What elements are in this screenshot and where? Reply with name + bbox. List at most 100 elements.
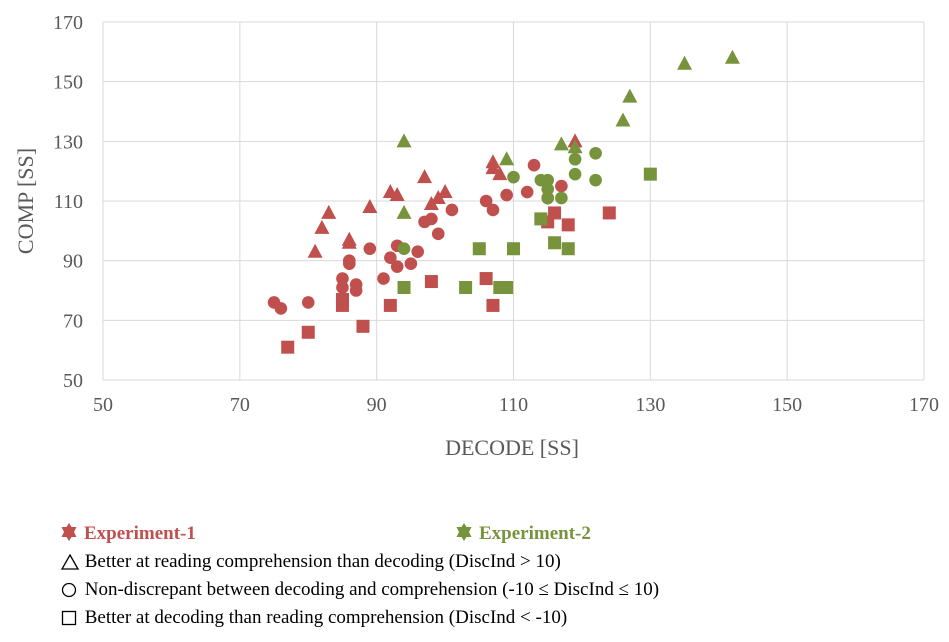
data-point-triangle [321,204,337,219]
data-point-square [602,206,616,220]
x-tick-label: 70 [230,394,250,416]
data-point-square [383,298,397,312]
data-point-triangle [485,160,501,175]
data-point-triangle [677,55,693,70]
data-point-circle [541,173,555,187]
x-tick-labels: 50 70 90 110 130 150 170 [93,394,939,416]
data-point-triangle [622,88,638,103]
data-point-square [479,272,493,286]
data-point-circle [336,281,349,294]
y-tick-label: 90 [63,251,83,273]
legend-experiments-row: Experiment-1 Experiment-2 [60,520,940,548]
scatter-chart: 50 70 90 110 130 150 170 50 70 90 110 130 150 170 DE… [13,12,939,460]
y-tick-label: 50 [63,370,83,392]
data-point-circle [343,257,356,270]
data-point-square [507,242,520,256]
legend-circle-row: Non-discrepant between decoding and comp… [60,576,940,604]
y-tick-label: 70 [63,310,83,332]
data-point-square [397,281,411,295]
data-point-circle [384,251,397,264]
data-point-circle [411,245,425,259]
data-point-square [335,292,349,306]
data-point-triangle [396,204,412,219]
grid-lines [102,21,925,381]
data-point-square [424,275,438,289]
data-point-triangle [396,133,412,148]
data-point-triangle [615,112,631,127]
legend-triangle-text: Better at reading comprehension than dec… [84,551,561,572]
data-point-circle [589,146,602,160]
data-point-circle [336,272,349,285]
y-tick-label: 150 [53,72,83,94]
legend-experiment-2: Experiment-2 [455,520,591,548]
data-point-circle [520,185,534,199]
data-point-square [534,212,548,226]
data-point-circle [390,260,404,273]
legend-circle-text: Non-discrepant between decoding and comp… [84,579,660,600]
y-axis-title: COMP [SS] [13,148,38,254]
x-tick-label: 50 [93,394,113,416]
y-tick-labels: 50 70 90 110 130 150 170 [53,12,83,392]
data-point-triangle [499,151,515,166]
data-point-circle [568,167,582,181]
x-tick-label: 90 [367,394,387,416]
data-point-circle [568,152,582,166]
data-point-circle [404,257,418,270]
data-point-circle [589,173,602,187]
data-point-square [548,206,562,220]
data-point-triangle [567,139,583,154]
data-point-square [643,167,657,181]
legend-experiment-2-label: Experiment-2 [479,523,591,544]
data-point-circle [397,242,411,256]
data-point-square [356,319,370,333]
x-tick-label: 150 [772,394,802,416]
data-point-triangle [314,219,330,234]
data-point-circle [479,194,493,208]
legend-square-row: Better at decoding than reading comprehe… [60,604,940,632]
data-point-triangle [437,184,453,199]
data-point-circle [445,203,459,217]
triangle-outline-icon [60,554,80,570]
data-point-square [472,242,486,256]
data-point-circle [555,179,568,193]
data-point-square [301,325,315,339]
data-point-circle [507,170,520,184]
circle-outline-icon [61,582,77,598]
legend-experiment-1-label: Experiment-1 [84,523,196,544]
data-point-triangle [553,136,569,151]
data-point-circle [527,158,541,172]
legend-experiment-1: Experiment-1 [60,520,196,548]
data-point-triangle [341,231,357,246]
data-point-square [561,242,575,256]
x-axis-title: DECODE [SS] [445,435,579,460]
data-point-circle [541,191,555,205]
data-point-square [281,340,295,354]
data-point-square [548,236,562,250]
star-icon [456,523,472,541]
x-tick-label: 130 [635,394,665,416]
data-point-circle [486,203,500,217]
data-point-square [486,298,500,312]
x-tick-label: 170 [909,394,939,416]
data-point-triangle [724,49,740,64]
data-point-triangle [417,169,433,184]
data-point-circle [301,296,315,309]
data-point-circle [500,188,513,202]
data-point-circle [425,212,438,226]
legend-square-text: Better at decoding than reading comprehe… [84,607,568,628]
data-point-square [459,281,473,295]
legend: Experiment-1 Experiment-2 Better at read… [60,520,940,632]
square-outline-icon [61,610,77,626]
data-point-square [561,218,575,232]
data-point-square [500,281,514,295]
y-tick-label: 110 [54,191,83,213]
data-point-triangle [362,198,378,213]
y-tick-label: 130 [53,131,83,153]
x-tick-label: 110 [499,394,528,416]
data-point-triangle [492,166,508,181]
y-tick-label: 170 [53,12,83,34]
legend-triangle-row: Better at reading comprehension than dec… [60,548,940,576]
data-point-triangle [307,243,323,258]
data-point-circle [555,191,568,205]
data-point-circle [274,302,288,315]
